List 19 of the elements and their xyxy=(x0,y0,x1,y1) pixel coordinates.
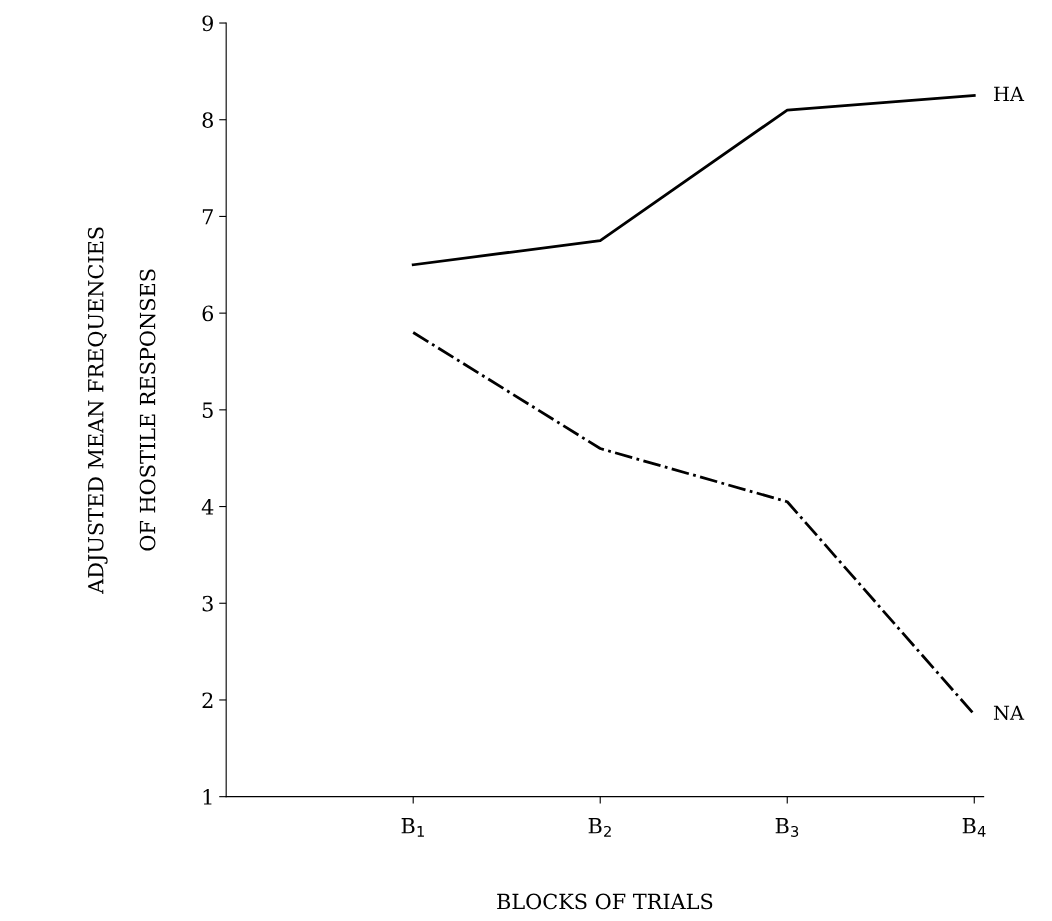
line-series xyxy=(411,94,976,267)
y-tick-label: 2 xyxy=(202,692,213,708)
y-tick-label: 8 xyxy=(202,112,213,128)
line-series xyxy=(411,331,976,716)
series-label: NA xyxy=(993,705,1025,721)
x-tick-label: B$_{3}$ xyxy=(775,818,799,837)
x-tick-label: B$_{4}$ xyxy=(962,818,986,837)
x-axis-title: BLOCKS OF TRIALS xyxy=(497,893,713,910)
y-tick-label: 3 xyxy=(202,595,213,612)
text: ADJUSTED MEAN FREQUENCIES OF HOSTILE RESPONSES xyxy=(87,227,156,594)
y-tick-label: 1 xyxy=(203,789,212,805)
y-tick-label: 7 xyxy=(202,209,213,225)
series-label: HA xyxy=(994,86,1025,101)
y-tick-label: 9 xyxy=(202,15,213,32)
y-tick-label: 4 xyxy=(201,499,214,515)
y-tick-label: 5 xyxy=(202,402,213,419)
y-tick-label: 6 xyxy=(202,305,214,322)
x-tick-label: B$_{2}$ xyxy=(588,818,611,837)
x-tick-label: B$_{1}$ xyxy=(401,818,424,837)
